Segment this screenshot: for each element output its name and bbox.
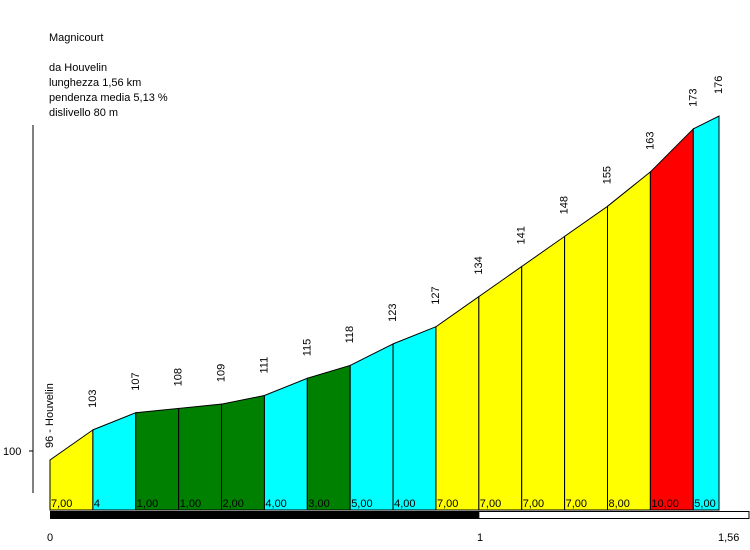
gradient-label: 5,00 — [694, 498, 715, 510]
gradient-label: 10,00 — [651, 498, 679, 510]
gradient-label: 1,00 — [137, 498, 158, 510]
gradient-label: 1,00 — [180, 498, 201, 510]
y-tick-label-100: 100 — [3, 446, 21, 458]
gradient-label: 2,00 — [223, 498, 244, 510]
altitude-label: 123 — [387, 304, 399, 322]
climb-info: Magnicourt da Houvelin lunghezza 1,56 km… — [49, 31, 168, 121]
gradient-label: 7,00 — [566, 498, 587, 510]
scale-segment-empty — [478, 511, 750, 519]
gradient-labels: 7,00 4 1,00 1,00 2,00 4,00 3,00 5,00 4,00 7,00 7,0… — [51, 498, 716, 510]
altitude-label: 155 — [602, 166, 614, 184]
altitude-label: 148 — [559, 196, 571, 214]
altitude-label: 103 — [87, 390, 99, 408]
altitude-labels: 96 - Houvelin 103 107 108 109 111 115 118 123 127… — [44, 76, 725, 448]
profile-segment — [221, 394, 265, 511]
gradient-label: 7,00 — [480, 498, 501, 510]
profile-segment — [692, 115, 720, 511]
altitude-label: 111 — [258, 357, 270, 374]
x-tick-label-1-56: 1,56 — [718, 532, 739, 544]
gradient-label: 7,00 — [437, 498, 458, 510]
profile-segment — [564, 205, 608, 511]
altitude-label: 108 — [173, 368, 185, 386]
x-tick-label-0: 0 — [47, 532, 53, 544]
scale-segment-filled — [50, 511, 479, 519]
profile-segment — [263, 377, 308, 511]
route-avg-gradient: pendenza media 5,13 % — [49, 92, 168, 104]
profile-segment — [649, 127, 694, 511]
route-elevation-gain: dislivello 80 m — [49, 107, 119, 119]
altitude-label: 163 — [644, 132, 656, 150]
gradient-label: 8,00 — [609, 498, 630, 510]
altitude-label: 176 — [713, 76, 725, 94]
profile-segment — [135, 407, 180, 511]
x-tick-label-1: 1 — [477, 532, 483, 544]
climb-title: Magnicourt — [49, 32, 104, 44]
altitude-label: 109 — [216, 364, 228, 382]
altitude-label: 115 — [301, 339, 313, 357]
profile-segment — [392, 325, 437, 511]
start-altitude-label: 96 - Houvelin — [44, 383, 56, 448]
profile-segment — [306, 364, 351, 511]
gradient-label: 7,00 — [523, 498, 544, 510]
profile-segment — [92, 411, 137, 511]
altitude-label: 173 — [687, 89, 699, 107]
altitude-label: 118 — [344, 326, 356, 344]
gradient-label: 4,00 — [265, 498, 286, 510]
profile-segment — [521, 235, 566, 511]
altitude-label: 107 — [130, 372, 142, 390]
gradient-label: 5,00 — [351, 498, 372, 510]
distance-scale-bar — [50, 511, 750, 519]
altitude-label: 127 — [430, 286, 442, 304]
profile-segments — [49, 115, 720, 511]
gradient-label: 4 — [94, 498, 100, 510]
route-length: lunghezza 1,56 km — [49, 77, 142, 89]
profile-segment — [349, 343, 394, 511]
route-start: da Houvelin — [49, 62, 108, 74]
altitude-label: 141 — [516, 226, 528, 244]
gradient-label: 7,00 — [51, 498, 72, 510]
altitude-label: 134 — [473, 256, 485, 274]
gradient-label: 4,00 — [394, 498, 415, 510]
gradient-label: 3,00 — [308, 498, 329, 510]
profile-segment — [435, 295, 480, 511]
profile-segment — [607, 170, 651, 511]
profile-segment — [478, 265, 523, 511]
profile-segment — [178, 403, 223, 511]
